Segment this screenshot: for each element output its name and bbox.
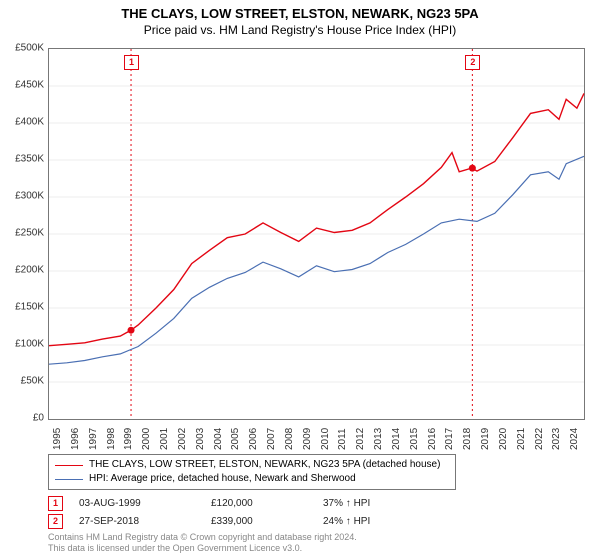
sale-date: 03-AUG-1999 (79, 498, 211, 509)
sale-diff: 24% ↑ HPI (323, 516, 413, 527)
xtick-label: 2021 (516, 428, 527, 450)
xtick-label: 2017 (444, 428, 455, 450)
xtick-label: 2008 (284, 428, 295, 450)
plot-area: 12 (48, 48, 585, 420)
sales-table: 1 03-AUG-1999£120,00037% ↑ HPI 2 27-SEP-201… (48, 494, 413, 530)
xtick-label: 2011 (337, 428, 348, 450)
xtick-label: 1998 (106, 428, 117, 450)
xtick-label: 2018 (462, 428, 473, 450)
xtick-label: 2012 (355, 428, 366, 450)
legend-swatch (55, 465, 83, 466)
xtick-label: 2020 (498, 428, 509, 450)
event-marker-box: 2 (465, 55, 480, 70)
xtick-label: 2022 (534, 428, 545, 450)
legend-swatch (55, 479, 83, 480)
ytick-label: £500K (15, 43, 44, 54)
sale-price: £339,000 (211, 516, 323, 527)
ytick-label: £50K (21, 376, 44, 387)
ytick-label: £200K (15, 265, 44, 276)
xtick-label: 2014 (391, 428, 402, 450)
ytick-label: £400K (15, 117, 44, 128)
xtick-label: 1999 (123, 428, 134, 450)
footnote-line2: This data is licensed under the Open Gov… (48, 543, 357, 554)
legend-row: THE CLAYS, LOW STREET, ELSTON, NEWARK, N… (55, 458, 449, 472)
xtick-label: 2024 (569, 428, 580, 450)
xtick-label: 2013 (373, 428, 384, 450)
ytick-label: £450K (15, 80, 44, 91)
xtick-label: 2015 (409, 428, 420, 450)
ytick-label: £300K (15, 191, 44, 202)
xtick-label: 2004 (213, 428, 224, 450)
xtick-label: 2019 (480, 428, 491, 450)
ytick-label: £250K (15, 228, 44, 239)
footnote: Contains HM Land Registry data © Crown c… (48, 532, 357, 554)
series-svg (49, 49, 584, 419)
xtick-label: 2002 (177, 428, 188, 450)
ytick-label: £100K (15, 339, 44, 350)
sale-row: 1 03-AUG-1999£120,00037% ↑ HPI (48, 494, 413, 512)
sale-price: £120,000 (211, 498, 323, 509)
legend-row: HPI: Average price, detached house, Newa… (55, 472, 449, 486)
title-block: THE CLAYS, LOW STREET, ELSTON, NEWARK, N… (0, 0, 600, 37)
xtick-label: 2016 (427, 428, 438, 450)
ytick-label: £0 (33, 413, 44, 424)
xtick-label: 2007 (266, 428, 277, 450)
xtick-label: 1995 (52, 428, 63, 450)
sale-marker: 1 (48, 496, 63, 511)
sale-row: 2 27-SEP-2018£339,00024% ↑ HPI (48, 512, 413, 530)
xtick-label: 2009 (302, 428, 313, 450)
title-address: THE CLAYS, LOW STREET, ELSTON, NEWARK, N… (0, 6, 600, 21)
footnote-line1: Contains HM Land Registry data © Crown c… (48, 532, 357, 543)
xtick-label: 2003 (195, 428, 206, 450)
sale-diff: 37% ↑ HPI (323, 498, 413, 509)
xtick-label: 2023 (551, 428, 562, 450)
sale-marker: 2 (48, 514, 63, 529)
xtick-label: 2000 (141, 428, 152, 450)
xtick-label: 1997 (88, 428, 99, 450)
title-subtitle: Price paid vs. HM Land Registry's House … (0, 23, 600, 37)
legend-text: HPI: Average price, detached house, Newa… (89, 472, 356, 486)
chart-container: THE CLAYS, LOW STREET, ELSTON, NEWARK, N… (0, 0, 600, 560)
xtick-label: 1996 (70, 428, 81, 450)
xtick-label: 2001 (159, 428, 170, 450)
xtick-label: 2010 (320, 428, 331, 450)
sale-date: 27-SEP-2018 (79, 516, 211, 527)
xtick-label: 2005 (230, 428, 241, 450)
ytick-label: £150K (15, 302, 44, 313)
legend-box: THE CLAYS, LOW STREET, ELSTON, NEWARK, N… (48, 454, 456, 490)
xtick-label: 2006 (248, 428, 259, 450)
event-marker-box: 1 (124, 55, 139, 70)
ytick-label: £350K (15, 154, 44, 165)
legend-text: THE CLAYS, LOW STREET, ELSTON, NEWARK, N… (89, 458, 440, 472)
